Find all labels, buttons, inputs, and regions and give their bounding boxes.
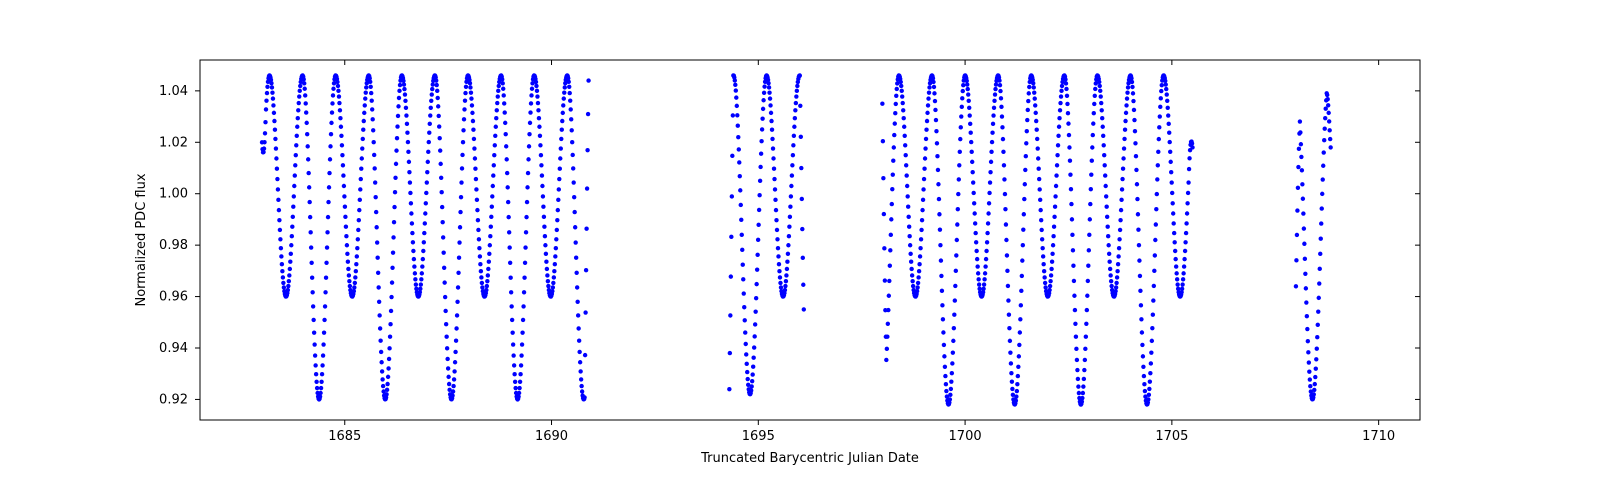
y-axis-label: Normalized PDC flux <box>134 173 149 306</box>
y-tick-label: 1.02 <box>159 135 188 150</box>
x-tick-label: 1705 <box>1155 429 1188 444</box>
y-tick-label: 0.98 <box>159 238 188 253</box>
y-tick-label: 0.96 <box>159 290 188 305</box>
y-tick-label: 0.92 <box>159 392 188 407</box>
x-tick-label: 1710 <box>1362 429 1395 444</box>
x-tick-label: 1695 <box>742 429 775 444</box>
x-tick-label: 1685 <box>328 429 361 444</box>
y-tick-label: 1.00 <box>159 187 188 202</box>
y-tick-label: 0.94 <box>159 341 188 356</box>
plot-area <box>200 60 1420 420</box>
lightcurve-chart: 1685 1690 1695 1700 1705 1710 0.92 0.94 0.96 0.98… <box>0 0 1600 500</box>
x-axis-label: Truncated Barycentric Julian Date <box>700 451 919 466</box>
x-tick-label: 1700 <box>949 429 982 444</box>
y-tick-label: 1.04 <box>159 84 188 99</box>
x-tick-label: 1690 <box>535 429 568 444</box>
chart-svg: 1685 1690 1695 1700 1705 1710 0.92 0.94 0.96 0.98… <box>0 0 1600 500</box>
